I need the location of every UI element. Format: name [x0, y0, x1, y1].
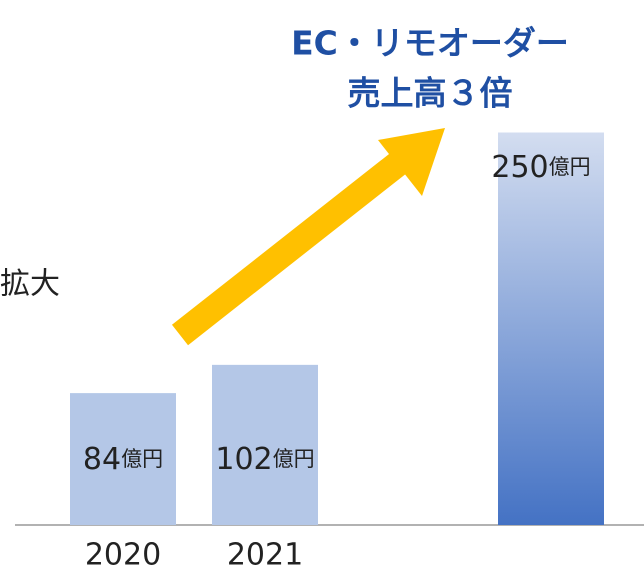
value-number: 102 [215, 442, 272, 477]
value-label: 84億円 [83, 442, 163, 477]
value-number: 84 [83, 442, 121, 477]
value-unit: 億円 [273, 447, 315, 471]
chart-title: EC・リモオーダー [291, 24, 569, 63]
bar [498, 132, 604, 525]
value-label: 102億円 [215, 442, 314, 477]
bar [70, 393, 176, 525]
bar [212, 364, 318, 525]
value-label: 250億円 [491, 150, 590, 185]
value-unit: 億円 [549, 155, 591, 179]
value-number: 250 [491, 150, 548, 185]
chart-title: 売上高３倍 [348, 74, 513, 113]
x-tick-label: 2020 [85, 538, 161, 573]
arrow [171, 147, 414, 346]
x-tick-label: 2021 [227, 538, 303, 573]
annotation: 拡大 [0, 267, 60, 302]
arrow-head [378, 128, 445, 196]
value-unit: 億円 [121, 447, 163, 471]
